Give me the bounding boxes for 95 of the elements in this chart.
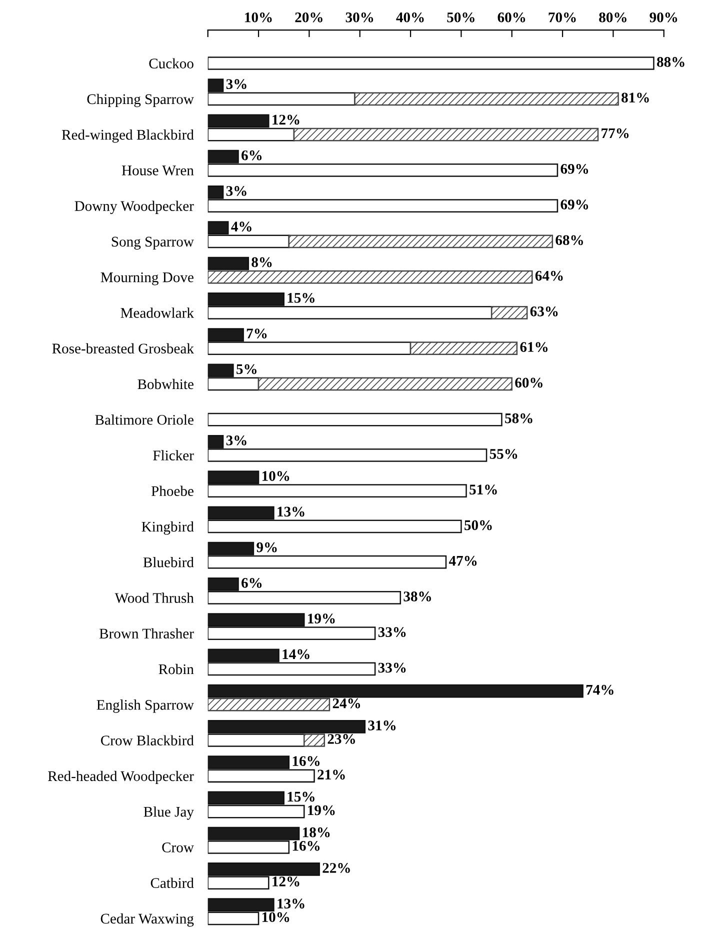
x-tick-label: 40% <box>396 12 424 22</box>
bar <box>293 128 599 142</box>
y-tick-label: Wood Thrush <box>114 592 194 604</box>
data-label: 13% <box>278 506 304 517</box>
y-tick-label: Cedar Waxwing <box>100 913 194 927</box>
y-tick-label: Phoebe <box>151 486 194 496</box>
y-tick-label: House Wren <box>122 166 194 176</box>
data-label: 19% <box>308 614 335 624</box>
data-label: 5% <box>236 364 256 374</box>
data-label: 22% <box>322 863 350 873</box>
data-label: 21% <box>318 770 345 780</box>
data-label: 12% <box>272 114 300 125</box>
data-label: 55% <box>490 449 518 459</box>
bar <box>258 377 512 391</box>
y-tick-label: Crow Blackbird <box>101 735 194 746</box>
y-tick-label: Blue Jay <box>144 806 194 820</box>
data-label: 69% <box>560 200 588 210</box>
data-label: 58% <box>505 413 532 424</box>
data-label: 47% <box>448 556 477 566</box>
bar <box>410 342 518 355</box>
data-label: 23% <box>328 734 355 744</box>
data-label: 12% <box>272 876 300 886</box>
y-tick-label: Red-headed Woodpecker <box>48 770 194 784</box>
y-tick-label: Bobwhite <box>138 378 194 390</box>
y-tick-label: Cuckoo <box>149 58 194 68</box>
data-label: 13% <box>278 898 304 909</box>
data-label: 8% <box>252 257 272 268</box>
data-label: 10% <box>262 912 290 922</box>
y-tick-label: Downy Woodpecker <box>74 200 194 214</box>
data-label: 6% <box>242 150 262 160</box>
data-label: 19% <box>308 805 335 816</box>
x-tick-label: 60% <box>498 12 526 22</box>
data-label: 10% <box>262 471 290 481</box>
data-label: 50% <box>464 520 492 530</box>
bar <box>288 234 554 248</box>
x-tick-label: 20% <box>295 12 322 22</box>
data-label: 3% <box>226 186 246 196</box>
data-label: 74% <box>586 684 614 695</box>
y-tick-label: Robin <box>158 664 194 674</box>
data-label: 38% <box>404 592 431 602</box>
x-tick-label: 10% <box>245 12 272 22</box>
y-tick-label: Rose-breasted Grosbeak <box>52 343 194 354</box>
data-label: 7% <box>246 328 267 338</box>
bar <box>208 56 654 70</box>
data-label: 31% <box>368 720 396 730</box>
data-label: 88% <box>657 57 684 67</box>
data-label: 68% <box>556 235 583 246</box>
data-label: 14% <box>282 649 310 660</box>
data-label: 16% <box>292 756 320 766</box>
y-tick-label: Bluebird <box>143 557 194 568</box>
y-tick-label: Crow <box>162 842 194 852</box>
data-label: 6% <box>242 578 262 588</box>
data-label: 60% <box>515 378 542 388</box>
data-label: 3% <box>226 79 246 90</box>
y-tick-label: Brown Thrasher <box>99 628 194 639</box>
y-tick-label: Kingbird <box>142 521 194 535</box>
bar <box>490 306 528 320</box>
bar <box>304 734 326 747</box>
y-tick-label: Chipping Sparrow <box>87 94 194 108</box>
data-label: 69% <box>560 164 588 174</box>
data-label: 3% <box>226 435 246 446</box>
data-label: 61% <box>520 342 548 352</box>
data-label: 77% <box>602 128 629 138</box>
y-tick-label: Mourning Dove <box>100 272 194 286</box>
y-tick-label: Red-winged Blackbird <box>62 129 194 143</box>
y-tick-label: Catbird <box>150 878 194 888</box>
data-label: 15% <box>288 292 314 303</box>
x-tick-label: 80% <box>599 12 626 22</box>
data-label: 33% <box>378 662 406 673</box>
data-label: 51% <box>470 484 497 495</box>
y-tick-label: Flicker <box>153 450 194 460</box>
bar <box>208 698 330 712</box>
x-tick-label: 90% <box>650 12 678 22</box>
data-label: 15% <box>288 792 314 802</box>
bar <box>208 412 502 426</box>
data-label: 9% <box>256 542 277 552</box>
bar <box>208 256 250 270</box>
bar <box>208 684 584 698</box>
y-tick-label: Song Sparrow <box>112 236 194 250</box>
x-tick-label: 70% <box>548 12 576 22</box>
y-tick-label: Baltimore Oriole <box>95 414 194 425</box>
data-label: 24% <box>332 698 360 708</box>
data-label: 33% <box>378 627 406 638</box>
data-label: 4% <box>231 222 252 232</box>
data-label: 81% <box>622 92 649 103</box>
x-tick-label: 30% <box>346 12 374 22</box>
bar <box>208 270 533 284</box>
data-label: 64% <box>535 270 563 281</box>
data-label: 16% <box>292 840 320 851</box>
x-tick-label: 50% <box>447 12 474 22</box>
bar <box>354 92 619 106</box>
data-label: 63% <box>530 306 558 316</box>
data-label: 18% <box>303 827 330 838</box>
y-tick-label: English Sparrow <box>96 700 194 713</box>
y-tick-label: Meadowlark <box>120 308 194 318</box>
